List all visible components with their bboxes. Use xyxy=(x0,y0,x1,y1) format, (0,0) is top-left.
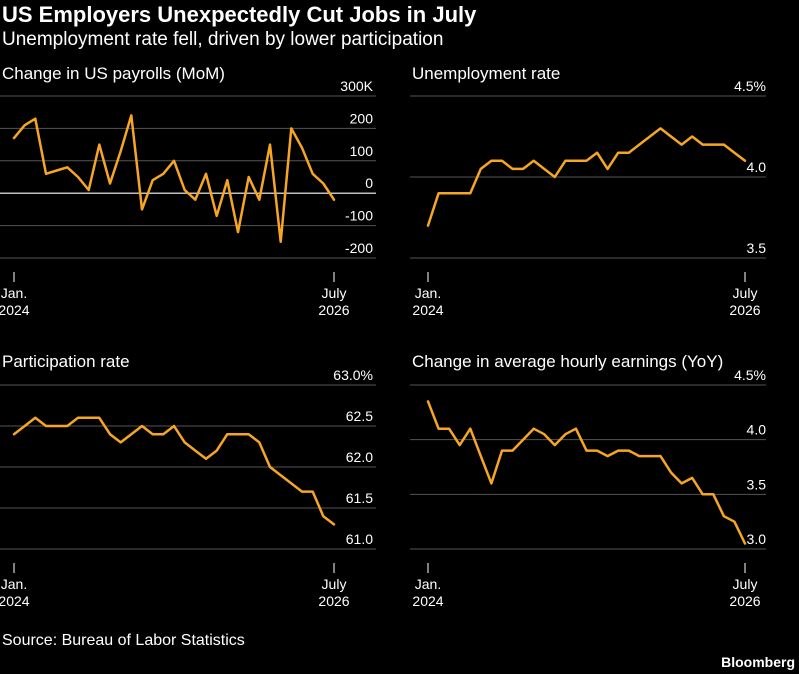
y-tick-label: 62.0 xyxy=(346,449,373,465)
x-tick-label: 2026 xyxy=(729,593,760,609)
x-tick-label: 2024 xyxy=(412,593,443,609)
y-tick-label: 4.5% xyxy=(734,78,766,94)
y-tick-label: 3.5 xyxy=(747,240,767,256)
y-tick-label: 3.5 xyxy=(747,476,767,492)
bloomberg-logo: Bloomberg xyxy=(721,654,795,670)
x-tick-label: Jan. xyxy=(415,285,441,301)
x-tick-label: 2026 xyxy=(318,593,349,609)
y-tick-label: 100 xyxy=(350,143,374,159)
y-tick-label: 3.0 xyxy=(747,531,767,547)
y-tick-label: 4.0 xyxy=(747,159,767,175)
x-tick-label: July xyxy=(322,285,347,301)
panel-title-earnings: Change in average hourly earnings (YoY) xyxy=(412,352,724,371)
y-tick-label: 0 xyxy=(365,175,373,191)
y-tick-label: 300K xyxy=(340,78,373,94)
x-tick-label: July xyxy=(733,285,758,301)
series-line xyxy=(426,400,747,545)
x-tick-label: 2024 xyxy=(412,302,443,318)
y-tick-label: 4.5% xyxy=(734,367,766,383)
y-tick-label: 62.5 xyxy=(346,408,373,424)
x-tick-label: 2024 xyxy=(0,593,30,609)
chart-title: US Employers Unexpectedly Cut Jobs in Ju… xyxy=(2,2,477,27)
x-tick-label: 2024 xyxy=(0,302,30,318)
y-tick-label: 200 xyxy=(350,110,374,126)
panel-title-payrolls: Change in US payrolls (MoM) xyxy=(2,64,225,83)
x-tick-label: Jan. xyxy=(415,576,441,592)
x-tick-label: 2026 xyxy=(729,302,760,318)
y-tick-label: 61.5 xyxy=(346,490,373,506)
panel-title-unemployment: Unemployment rate xyxy=(412,64,561,83)
x-tick-label: July xyxy=(733,576,758,592)
series-line xyxy=(12,114,336,244)
x-tick-label: 2026 xyxy=(318,302,349,318)
y-tick-label: -200 xyxy=(345,240,373,256)
y-tick-label: 4.0 xyxy=(747,422,767,438)
x-tick-label: Jan. xyxy=(1,576,27,592)
x-tick-label: Jan. xyxy=(1,285,27,301)
panel-title-participation: Participation rate xyxy=(2,352,130,371)
source-note: Source: Bureau of Labor Statistics xyxy=(2,632,245,649)
x-tick-label: July xyxy=(322,576,347,592)
y-tick-label: 61.0 xyxy=(346,531,373,547)
chart-subtitle: Unemployment rate fell, driven by lower … xyxy=(2,29,444,50)
y-tick-label: 63.0% xyxy=(333,367,373,383)
y-tick-label: -100 xyxy=(345,208,373,224)
